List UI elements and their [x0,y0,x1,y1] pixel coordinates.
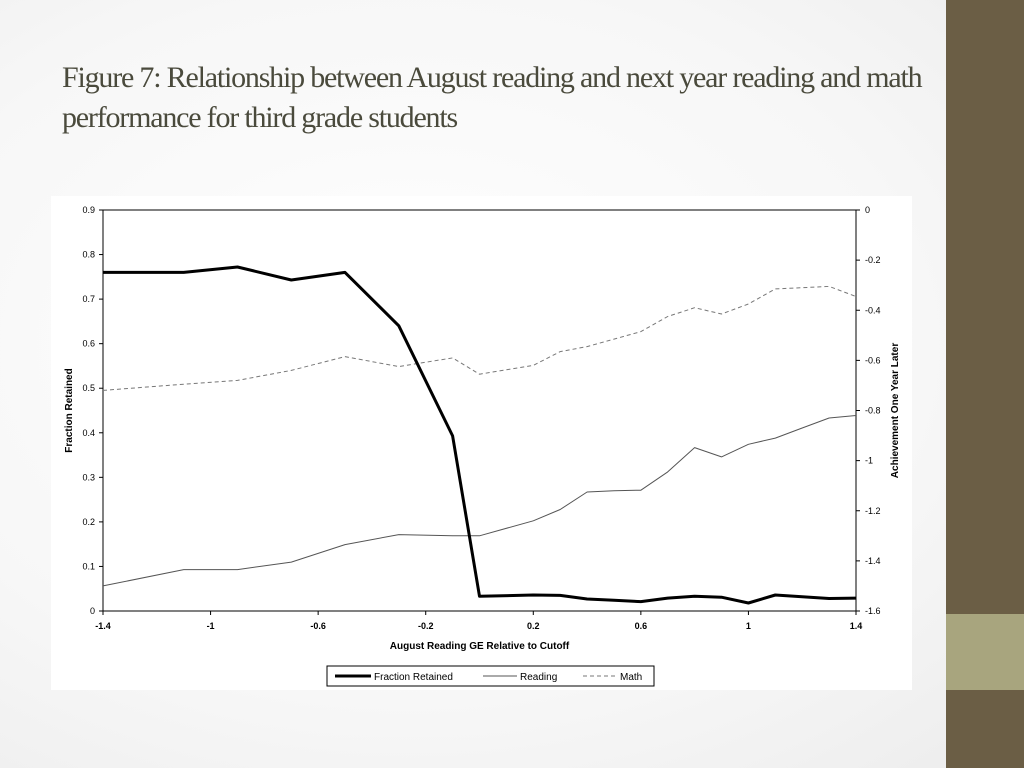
right-y-tick-label: -0.6 [865,355,881,365]
series-line-fraction-retained [103,265,857,605]
legend-label-fraction-retained: Fraction Retained [374,672,453,683]
right-y-tick-label: -1.4 [865,556,881,566]
x-tick-label: 0.2 [527,621,540,631]
legend: Fraction Retained Reading Math [326,665,655,687]
series-line-math [102,285,857,391]
x-tick-label: -1 [207,621,215,631]
right-y-tick-label: -0.8 [865,406,881,416]
x-tick-label: 0.6 [635,621,648,631]
x-tick-label: 1.4 [850,621,863,631]
x-tick-label: -0.6 [310,621,326,631]
x-tick-label: -0.2 [418,621,434,631]
left-y-tick-label: 0.5 [82,383,95,393]
left-y-tick-label: 0.6 [82,339,95,349]
x-tick-label: 1 [746,621,751,631]
right-y-axis: 0 -0.2 -0.4 -0.6 -0.8 -1 -1.2 -1.4 -1.6 [856,205,881,616]
legend-label-reading: Reading [520,672,557,683]
left-y-tick-label: 0.1 [82,561,95,571]
chart-panel: -1.4 -1 -0.6 -0.2 0.2 0.6 1 1.4 0 0.1 0.2 0.3 0.4 0.… [51,196,912,690]
chart: -1.4 -1 -0.6 -0.2 0.2 0.6 1 1.4 0 0.1 0.2 0.3 0.4 0.… [64,205,901,687]
left-y-tick-label: 0.8 [82,250,95,260]
right-y-tick-label: -0.4 [865,305,881,315]
x-axis-label: August Reading GE Relative to Cutoff [390,641,570,652]
left-y-tick-label: 0.2 [82,517,95,527]
left-y-tick-label: 0.7 [82,294,95,304]
right-y-tick-label: 0 [865,205,870,215]
left-y-tick-label: 0.3 [82,472,95,482]
left-y-tick-label: 0 [90,606,95,616]
right-y-tick-label: -1 [865,456,873,466]
right-y-axis-label: Achievement One Year Later [890,343,901,479]
left-y-axis-label: Fraction Retained [64,368,75,452]
plot-area [102,209,857,612]
x-tick-label: -1.4 [95,621,111,631]
slide-title: Figure 7: Relationship between August re… [62,61,923,134]
right-y-tick-label: -1.2 [865,506,881,516]
right-y-tick-label: -0.2 [865,255,881,265]
left-y-tick-label: 0.4 [82,428,95,438]
left-y-tick-label: 0.9 [82,205,95,215]
x-axis: -1.4 -1 -0.6 -0.2 0.2 0.6 1 1.4 [95,611,862,631]
legend-label-math: Math [620,672,642,683]
slide-side-accent [946,614,1024,690]
series-layer [102,265,857,605]
left-y-axis: 0 0.1 0.2 0.3 0.4 0.5 0.6 0.7 0.8 0.9 [82,205,103,616]
right-y-tick-label: -1.6 [865,606,881,616]
series-line-reading [102,415,857,587]
